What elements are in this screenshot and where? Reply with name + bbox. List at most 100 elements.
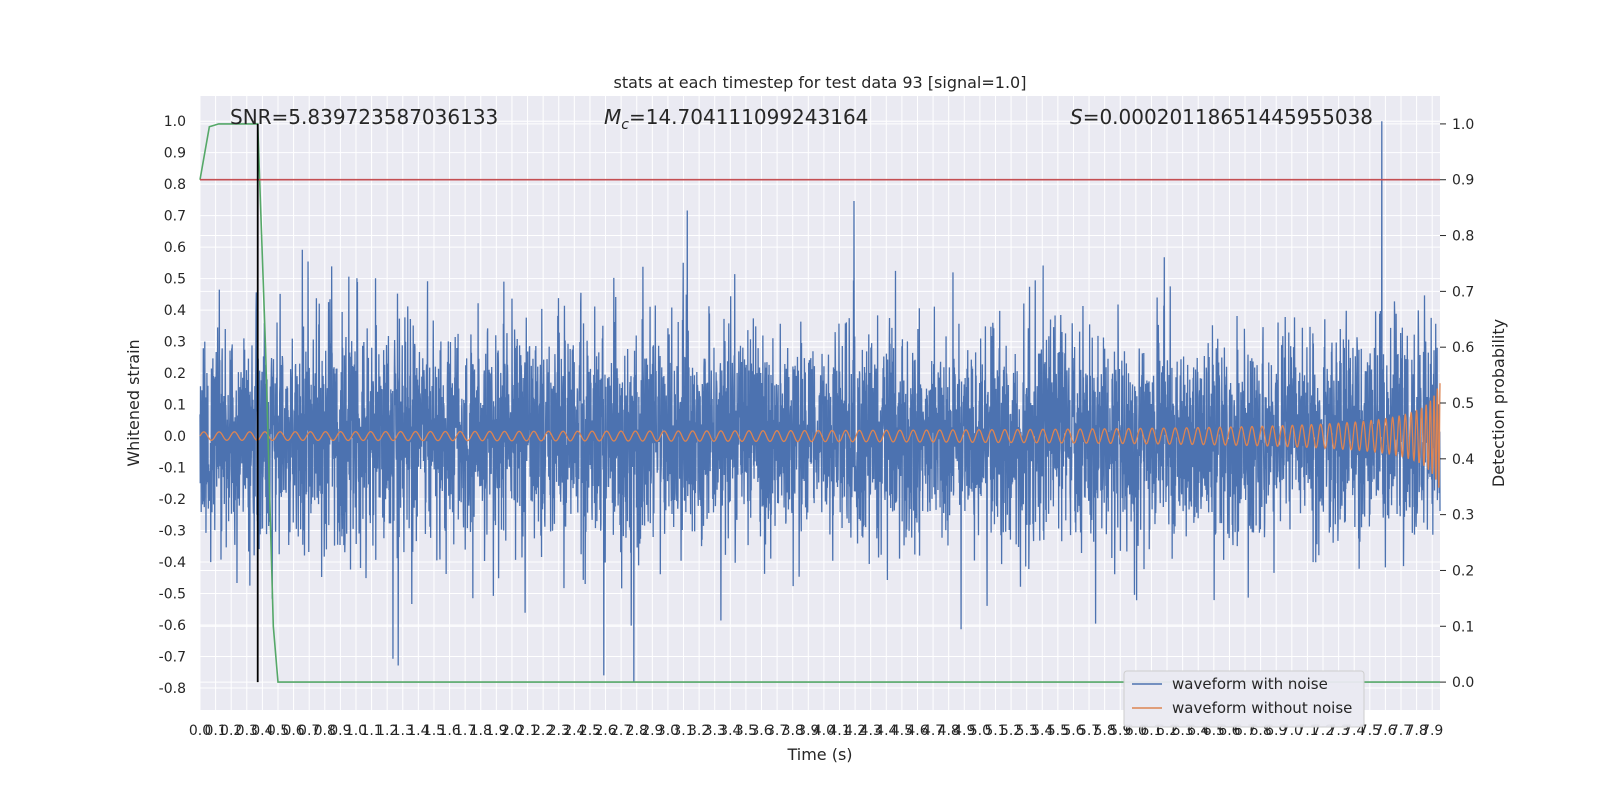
- y-tick-label-left: 0.4: [164, 303, 186, 319]
- x-tick-label: 5.3: [1016, 723, 1038, 739]
- y-tick-label-left: 0.6: [164, 240, 186, 256]
- x-tick-label: 2.8: [626, 723, 648, 739]
- x-tick-label: 5.7: [1078, 723, 1100, 739]
- x-tick-label: 5.2: [1000, 723, 1022, 739]
- x-tick-label: 4.0: [813, 723, 835, 739]
- x-tick-label: 3.6: [750, 723, 772, 739]
- x-tick-label: 5.5: [1047, 723, 1069, 739]
- detection-probability-line: [199, 123, 1440, 683]
- y-tick-label-left: -0.1: [159, 461, 186, 477]
- x-tick-label: 2.3: [548, 723, 570, 739]
- x-tick-label: 2.6: [594, 723, 616, 739]
- y-tick-label-right: 0.3: [1452, 508, 1474, 524]
- x-tick-label: 3.0: [657, 723, 679, 739]
- y-tick-label-left: 0.0: [164, 429, 186, 445]
- x-tick-label: 2.0: [501, 723, 523, 739]
- chirp-mass-value: =14.704111099243164: [629, 105, 868, 129]
- x-tick-label: 3.5: [735, 723, 757, 739]
- x-tick-label: 7.6: [1374, 723, 1396, 739]
- x-tick-label: 0.1: [204, 723, 226, 739]
- x-tick-label: 4.9: [953, 723, 975, 739]
- x-tick-label: 1.2: [376, 723, 398, 739]
- x-tick-label: 5.1: [984, 723, 1006, 739]
- waveform-without-noise-line: [199, 383, 1441, 488]
- s-annotation: S=0.00020118651445955038: [1070, 105, 1373, 129]
- y-tick-label-left: -0.5: [159, 586, 186, 602]
- x-tick-label: 0.0: [189, 723, 211, 739]
- left-axis-ticks: -0.8 -0.7 -0.6 -0.5 -0.4 -0.3 -0.2 -0.1 0.0 0.1 0.…: [159, 114, 186, 697]
- chirp-mass-subscript: c: [621, 117, 629, 133]
- y-tick-label-left: 0.9: [164, 146, 186, 162]
- x-tick-label: 1.4: [407, 723, 429, 739]
- legend: waveform with noise waveform without noi…: [1123, 670, 1365, 728]
- y-tick-label-left: 0.5: [164, 272, 186, 288]
- legend-label-clean: waveform without noise: [1172, 699, 1352, 717]
- x-tick-label: 0.7: [298, 723, 320, 739]
- x-tick-label: 7.9: [1421, 723, 1443, 739]
- x-tick-label: 7.5: [1359, 723, 1381, 739]
- y-axis-label-left: Whitened strain: [124, 339, 143, 466]
- x-tick-label: 7.7: [1390, 723, 1412, 739]
- x-tick-label: 5.0: [969, 723, 991, 739]
- x-tick-label: 0.5: [267, 723, 289, 739]
- y-tick-label-left: 0.2: [164, 366, 186, 382]
- y-tick-label-right: 0.1: [1452, 619, 1474, 635]
- y-tick-label-left: -0.4: [159, 555, 186, 571]
- series-layer: [199, 121, 1441, 683]
- y-tick-label-right: 0.2: [1452, 563, 1474, 579]
- x-tick-label: 2.2: [532, 723, 554, 739]
- y-tick-label-left: 0.1: [164, 398, 186, 414]
- x-tick-label: 2.1: [516, 723, 538, 739]
- x-tick-label: 4.3: [860, 723, 882, 739]
- x-tick-label: 1.5: [423, 723, 445, 739]
- snr-annotation: SNR=5.839723587036133: [230, 105, 498, 129]
- x-tick-label: 1.9: [485, 723, 507, 739]
- y-tick-label-left: 1.0: [164, 114, 186, 130]
- waveform-with-noise-line: [199, 121, 1441, 682]
- x-tick-label: 3.3: [704, 723, 726, 739]
- x-tick-label: 1.0: [345, 723, 367, 739]
- x-tick-label: 0.3: [236, 723, 258, 739]
- x-tick-label: 2.4: [563, 723, 585, 739]
- x-tick-label: 4.7: [922, 723, 944, 739]
- x-tick-label: 5.4: [1031, 723, 1053, 739]
- x-tick-label: 2.5: [579, 723, 601, 739]
- x-tick-label: 4.5: [891, 723, 913, 739]
- y-tick-label-left: 0.3: [164, 335, 186, 351]
- x-tick-label: 2.9: [641, 723, 663, 739]
- y-tick-label-right: 0.4: [1452, 452, 1474, 468]
- x-tick-label: 7.8: [1405, 723, 1427, 739]
- x-axis-label: Time (s): [786, 745, 852, 764]
- legend-box: [1123, 670, 1365, 728]
- x-tick-label: 1.1: [360, 723, 382, 739]
- x-tick-label: 3.8: [782, 723, 804, 739]
- y-tick-label-left: -0.8: [159, 681, 186, 697]
- y-tick-label-left: 0.8: [164, 177, 186, 193]
- y-tick-label-right: 1.0: [1452, 117, 1474, 133]
- x-tick-label: 0.9: [329, 723, 351, 739]
- x-tick-label: 1.8: [470, 723, 492, 739]
- y-tick-label-right: 0.5: [1452, 396, 1474, 412]
- x-tick-label: 0.2: [220, 723, 242, 739]
- x-tick-label: 1.7: [454, 723, 476, 739]
- x-tick-label: 4.6: [906, 723, 928, 739]
- x-tick-label: 3.2: [688, 723, 710, 739]
- x-tick-label: 3.9: [797, 723, 819, 739]
- x-tick-label: 4.8: [938, 723, 960, 739]
- y-tick-label-left: 0.7: [164, 209, 186, 225]
- x-tick-label: 1.3: [392, 723, 414, 739]
- x-tick-label: 0.4: [251, 723, 273, 739]
- x-tick-label: 5.8: [1094, 723, 1116, 739]
- y-axis-label-right: Detection probability: [1489, 319, 1508, 487]
- s-symbol: S: [1070, 105, 1083, 129]
- legend-label-noise: waveform with noise: [1172, 675, 1328, 693]
- y-tick-label-left: -0.3: [159, 524, 186, 540]
- x-tick-label: 2.7: [610, 723, 632, 739]
- x-tick-label: 3.7: [766, 723, 788, 739]
- y-tick-label-right: 0.9: [1452, 173, 1474, 189]
- x-tick-label: 4.4: [875, 723, 897, 739]
- s-value: =0.00020118651445955038: [1083, 105, 1373, 129]
- y-tick-label-right: 0.7: [1452, 284, 1474, 300]
- chirp-mass-symbol: M: [604, 105, 621, 129]
